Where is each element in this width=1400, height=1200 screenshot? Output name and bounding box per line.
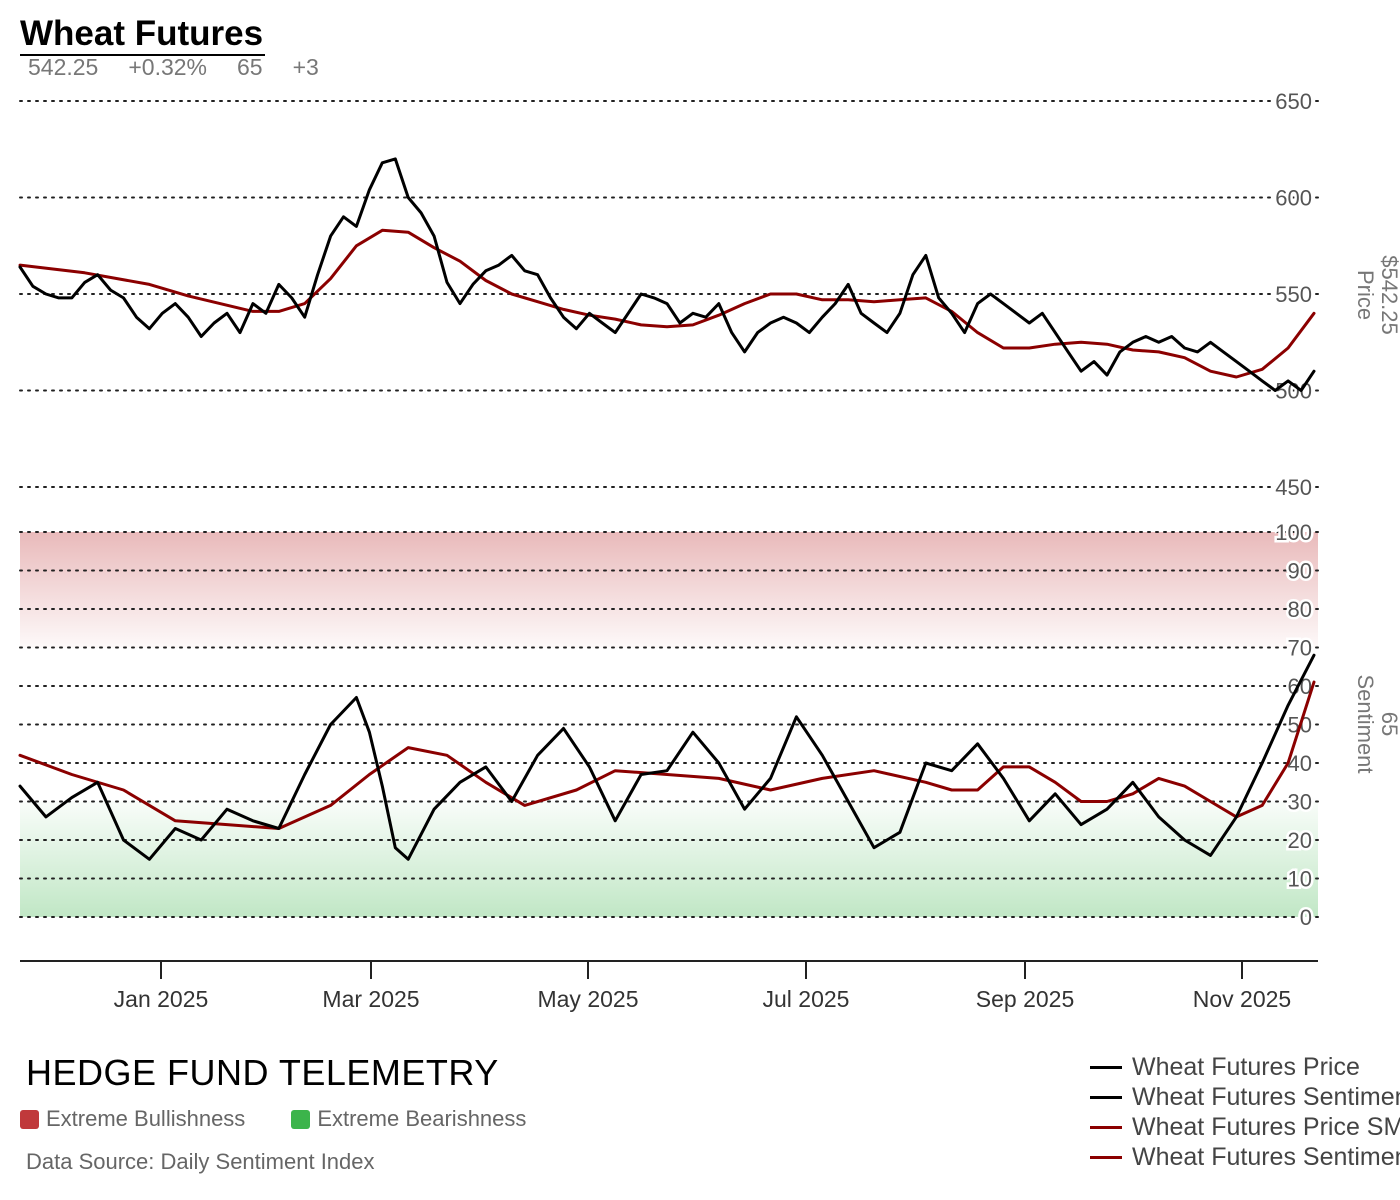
sentiment-axis-label: Sentiment 65 bbox=[1353, 674, 1400, 773]
price-tick-label: 550 bbox=[1275, 282, 1312, 307]
sentiment-tick-label: 30 bbox=[1288, 790, 1312, 815]
sentiment-change: +3 bbox=[292, 54, 319, 80]
sentiment-tick-label: 100 bbox=[1275, 520, 1312, 545]
legend-line-price-sma bbox=[1090, 1125, 1122, 1129]
sentiment-tick-label: 90 bbox=[1288, 559, 1312, 584]
sentiment-tick-label: 10 bbox=[1288, 867, 1312, 892]
zone-legend: Extreme Bullishness Extreme Bearishness bbox=[20, 1106, 526, 1132]
x-tick-label: Mar 2025 bbox=[322, 986, 419, 1012]
sentiment-tick-label: 20 bbox=[1288, 828, 1312, 853]
price-axis-label-line: Price bbox=[1353, 270, 1378, 320]
zone-bearish: Extreme Bearishness bbox=[291, 1106, 526, 1132]
sentiment-tick-label: 0 bbox=[1300, 905, 1312, 930]
data-source: Data Source: Daily Sentiment Index bbox=[26, 1149, 375, 1174]
price-tick-label: 650 bbox=[1275, 89, 1312, 114]
series-legend: Wheat Futures Price Wheat Futures Sentim… bbox=[1090, 1052, 1400, 1172]
legend-item-price[interactable]: Wheat Futures Price bbox=[1090, 1052, 1400, 1082]
x-tick-label: Jan 2025 bbox=[114, 986, 209, 1012]
chart-svg: 4505005506006500102030405060708090100Pri… bbox=[18, 89, 1400, 1012]
legend-item-sentiment[interactable]: Wheat Futures Sentiment bbox=[1090, 1082, 1400, 1112]
series-line-wheat-futures-price-sma bbox=[18, 228, 1316, 379]
legend-label-price-sma: Wheat Futures Price SMA bbox=[1132, 1112, 1400, 1141]
sentiment-axis-label-line: 65 bbox=[1377, 712, 1400, 736]
brand-name: HEDGE FUND TELEMETRY bbox=[26, 1052, 499, 1093]
sentiment-tick-label: 60 bbox=[1288, 674, 1312, 699]
zone-bearish-label: Extreme Bearishness bbox=[317, 1106, 527, 1131]
bullish-swatch bbox=[20, 1109, 39, 1129]
legend-label-price: Wheat Futures Price bbox=[1132, 1052, 1360, 1081]
extreme-bullish-zone bbox=[20, 532, 1318, 648]
price-value: 542.25 bbox=[28, 54, 99, 80]
legend-line-price bbox=[1090, 1065, 1122, 1069]
header-stats: 542.25 +0.32% 65 +3 bbox=[28, 54, 319, 81]
x-tick-label: Nov 2025 bbox=[1193, 986, 1291, 1012]
sentiment-value: 65 bbox=[237, 54, 263, 80]
zone-bullish-label: Extreme Bullishness bbox=[46, 1106, 246, 1131]
series-line-wheat-futures-sentiment bbox=[18, 653, 1316, 861]
legend-item-price-sma[interactable]: Wheat Futures Price SMA bbox=[1090, 1112, 1400, 1142]
legend-line-sentiment bbox=[1090, 1095, 1122, 1099]
series-line-wheat-futures-price bbox=[18, 157, 1316, 392]
price-change: +0.32% bbox=[128, 54, 208, 80]
price-axis-label: Price $542.25 bbox=[1353, 255, 1400, 335]
legend-item-sentiment-sma[interactable]: Wheat Futures Sentiment SMA bbox=[1090, 1142, 1400, 1172]
extreme-bearish-zone bbox=[20, 801, 1318, 917]
price-tick-label: 450 bbox=[1275, 475, 1312, 500]
legend-label-sentiment-sma: Wheat Futures Sentiment SMA bbox=[1132, 1142, 1400, 1171]
x-tick-label: May 2025 bbox=[537, 986, 638, 1012]
price-tick-label: 600 bbox=[1275, 186, 1312, 211]
price-axis-label-line: $542.25 bbox=[1377, 255, 1400, 335]
sentiment-tick-label: 80 bbox=[1288, 597, 1312, 622]
bearish-swatch bbox=[291, 1109, 311, 1129]
sentiment-axis-label-line: Sentiment bbox=[1353, 674, 1378, 773]
x-tick-label: Jul 2025 bbox=[763, 986, 850, 1012]
chart-title: Wheat Futures bbox=[20, 14, 266, 56]
legend-line-sentiment-sma bbox=[1090, 1155, 1122, 1159]
legend-label-sentiment: Wheat Futures Sentiment bbox=[1132, 1082, 1400, 1111]
series-line-wheat-futures-sentiment-sma bbox=[18, 680, 1316, 830]
zone-bullish: Extreme Bullishness bbox=[20, 1106, 245, 1132]
sentiment-tick-label: 70 bbox=[1288, 636, 1312, 661]
x-tick-label: Sep 2025 bbox=[976, 986, 1074, 1012]
